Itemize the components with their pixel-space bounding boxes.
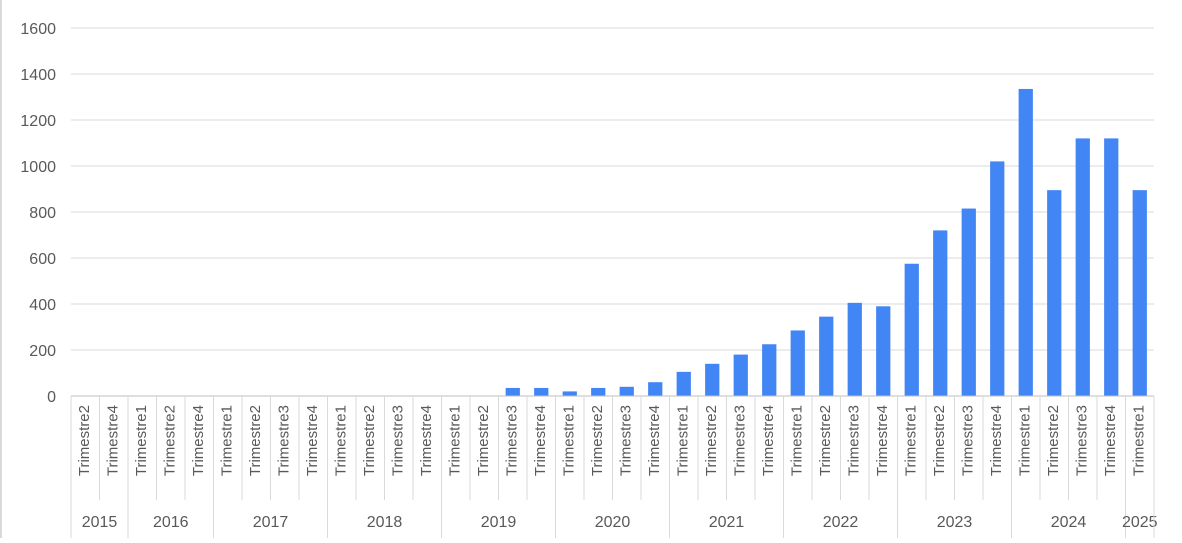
x-category-label: Trimestre1 [1131,405,1148,476]
bar [1075,138,1090,396]
x-category-label: Trimestre3 [618,405,635,476]
x-category-label: Trimestre1 [133,405,150,476]
year-label: 2023 [937,514,973,531]
year-label: 2024 [1051,514,1087,531]
x-category-label: Trimestre4 [304,405,321,476]
bar [505,387,520,396]
x-category-label: Trimestre2 [76,405,93,476]
x-category-label: Trimestre4 [646,405,663,476]
x-category-label: Trimestre1 [333,405,350,476]
y-tick-label: 1000 [20,159,56,176]
x-category-label: Trimestre2 [361,405,378,476]
x-category-label: Trimestre1 [675,405,692,476]
x-axis-year-labels: 2015 2016 2017 2018 2019 2020 2021 2022 2023 2024… [70,500,1158,538]
bar [562,391,577,396]
year-label: 2017 [253,514,289,531]
x-category-label: Trimestre1 [789,405,806,476]
y-tick-label: 600 [29,251,56,268]
y-tick-label: 0 [47,389,56,406]
x-category-label: Trimestre3 [732,405,749,476]
bar [648,382,663,396]
bar [591,387,606,396]
x-category-label: Trimestre2 [589,405,606,476]
bar [819,316,834,396]
bar [790,330,805,396]
x-category-label: Trimestre1 [561,405,578,476]
x-category-label: Trimestre4 [190,405,207,476]
x-category-label: Trimestre4 [1102,405,1119,476]
x-category-label: Trimestre2 [475,405,492,476]
x-category-label: Trimestre1 [903,405,920,476]
x-category-label: Trimestre2 [1045,405,1062,476]
chart-frame-border [0,0,2,538]
x-category-label: Trimestre2 [247,405,264,476]
x-category-label: Trimestre4 [418,405,435,476]
y-tick-label: 400 [29,297,56,314]
y-tick-label: 1400 [20,67,56,84]
bar [847,302,862,396]
bar [961,208,976,396]
x-category-label: Trimestre2 [703,405,720,476]
x-category-label: Trimestre4 [874,405,891,476]
y-tick-label: 1600 [20,21,56,38]
year-label: 2019 [481,514,517,531]
bars [505,88,1147,396]
year-label: 2016 [153,514,189,531]
bar [904,263,919,396]
y-axis-tick-labels: 0 200 400 600 800 1000 1200 1400 1600 [20,21,56,406]
x-category-label: Trimestre1 [447,405,464,476]
bar [1132,190,1147,396]
year-label: 2020 [595,514,631,531]
year-label: 2025 [1122,514,1158,531]
bar [762,344,777,396]
y-tick-label: 200 [29,343,56,360]
bar [1018,88,1033,396]
y-tick-label: 800 [29,205,56,222]
x-category-label: Trimestre3 [276,405,293,476]
year-label: 2015 [82,514,118,531]
bar [1104,138,1119,396]
year-label: 2022 [823,514,859,531]
bar [933,230,948,396]
x-category-label: Trimestre3 [846,405,863,476]
bar [990,161,1005,396]
bar [1047,190,1062,396]
x-category-label: Trimestre3 [1074,405,1091,476]
gridlines [71,27,1154,351]
year-label: 2018 [367,514,403,531]
x-category-label: Trimestre3 [504,405,521,476]
x-category-label: Trimestre1 [1017,405,1034,476]
bar [705,363,720,396]
bar [733,354,748,396]
bar [619,386,634,396]
year-label: 2021 [709,514,745,531]
x-category-label: Trimestre2 [817,405,834,476]
x-category-label: Trimestre4 [760,405,777,476]
x-axis [70,395,1155,500]
x-category-label: Trimestre4 [532,405,549,476]
bar [676,371,691,396]
x-category-label: Trimestre3 [390,405,407,476]
x-category-label: Trimestre4 [105,405,122,476]
x-category-label: Trimestre1 [219,405,236,476]
x-category-label: Trimestre4 [988,405,1005,476]
x-category-label: Trimestre2 [931,405,948,476]
y-tick-label: 1200 [20,113,56,130]
x-category-label: Trimestre2 [162,405,179,476]
x-axis-category-labels: Trimestre2 Trimestre4 Trimestre1 Trimestre2… [76,405,1148,476]
x-category-label: Trimestre3 [960,405,977,476]
bar [534,387,549,396]
bar [876,306,891,396]
